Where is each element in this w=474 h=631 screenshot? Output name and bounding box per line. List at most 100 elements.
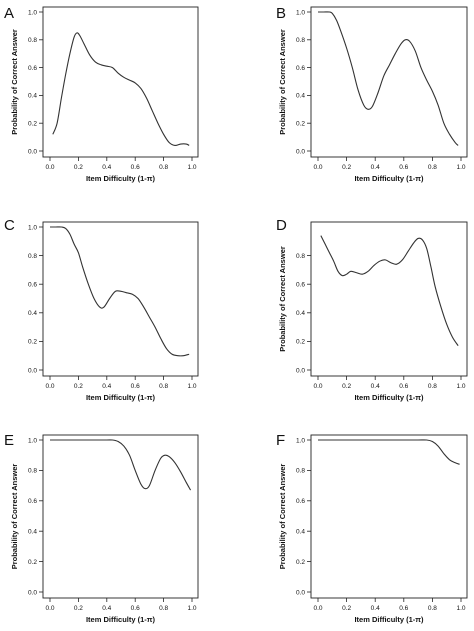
x-tick-label: 0.8 [428,605,437,612]
x-axis-title: Item Difficulty (1-π) [86,615,156,624]
x-tick-label: 0.4 [371,605,380,612]
chart-panel-e: E 0.0 0.2 0.4 0.6 0.8 1.0 0.0 0.2 0.4 0.6 0.8 1.0 Ite… [4,432,199,624]
x-tick-label: 0.0 [45,605,54,612]
chart-panel-d: D 0.0 0.2 0.4 0.6 0.8 1.0 0.0 0.2 0.4 0.6 0.8 Item D… [276,217,468,402]
series-line [52,32,190,147]
x-tick-label: 0.4 [371,383,380,390]
y-tick-label: 0.8 [28,253,37,260]
x-tick-label: 1.0 [456,164,465,171]
plot-frame [42,221,199,377]
y-tick-label: 1.0 [28,224,37,231]
x-tick-label: 0.6 [131,605,140,612]
series-line [318,439,460,465]
panel-label: F [276,432,285,449]
x-tick-label: 0.6 [399,164,408,171]
y-tick-label: 0.2 [296,339,305,346]
plot-frame [42,6,199,158]
chart-panel-f: F 0.0 0.2 0.4 0.6 0.8 1.0 0.0 0.2 0.4 0.6 0.8 1.0 Ite… [276,432,468,624]
y-axis-title: Probability of Correct Answer [10,464,19,570]
x-tick-label: 0.2 [74,164,83,171]
y-tick-label: 0.4 [28,529,37,536]
y-tick-label: 0.4 [28,310,37,317]
x-tick-label: 0.2 [74,383,83,390]
x-tick-label: 0.2 [342,605,351,612]
y-tick-label: 0.0 [296,367,305,374]
x-axis-title: Item Difficulty (1-π) [86,174,156,183]
series-line [317,11,459,146]
x-tick-label: 0.2 [342,383,351,390]
y-tick-label: 1.0 [296,9,305,16]
y-tick-label: 0.4 [296,529,305,536]
plot-frame [42,434,199,599]
y-tick-label: 0.6 [296,65,305,72]
x-tick-label: 0.4 [102,164,111,171]
y-tick-label: 0.4 [296,310,305,317]
y-tick-label: 0.6 [28,282,37,289]
x-axis-title: Item Difficulty (1-π) [86,393,156,402]
x-axis-title: Item Difficulty (1-π) [354,615,424,624]
y-tick-label: 0.6 [28,498,37,505]
y-tick-label: 0.0 [28,148,37,155]
plot-frame [310,434,468,599]
chart-panel-b: B 0.0 0.2 0.4 0.6 0.8 1.0 0.0 0.2 0.4 0.6 0.8 1.0 Ite… [276,5,468,183]
y-tick-label: 0.4 [296,93,305,100]
y-tick-label: 0.6 [296,282,305,289]
y-tick-label: 0.6 [296,498,305,505]
x-tick-label: 0.0 [45,164,54,171]
y-tick-label: 0.2 [28,559,37,566]
panel-label: D [276,217,287,234]
x-tick-label: 0.8 [159,164,168,171]
x-tick-label: 0.0 [313,164,322,171]
x-tick-label: 0.4 [371,164,380,171]
x-tick-label: 1.0 [187,164,196,171]
y-axis-title: Probability of Correct Answer [278,29,287,135]
x-tick-label: 1.0 [456,605,465,612]
y-tick-label: 0.0 [296,589,305,596]
x-tick-label: 0.8 [159,383,168,390]
y-tick-label: 0.2 [296,121,305,128]
series-line [49,226,190,357]
x-tick-label: 1.0 [187,383,196,390]
x-tick-label: 0.2 [342,164,351,171]
y-tick-label: 1.0 [28,9,37,16]
series-line [50,439,192,491]
x-tick-label: 0.0 [313,605,322,612]
y-tick-label: 0.0 [28,589,37,596]
x-tick-label: 0.0 [313,383,322,390]
x-tick-label: 0.8 [159,605,168,612]
x-tick-label: 0.8 [428,383,437,390]
y-tick-label: 0.2 [296,559,305,566]
y-tick-label: 0.8 [296,37,305,44]
x-tick-label: 0.8 [428,164,437,171]
panel-label: C [4,217,15,234]
x-tick-label: 0.2 [74,605,83,612]
y-axis-title: Probability of Correct Answer [10,29,19,135]
x-tick-label: 1.0 [187,605,196,612]
chart-panel-a: A 0.0 0.2 0.4 0.6 0.8 1.0 0.0 0.2 0.4 0.6 0.8 1.0 Ite… [4,5,199,183]
panel-label: E [4,432,14,449]
y-tick-label: 0.8 [296,468,305,475]
x-tick-label: 0.6 [399,383,408,390]
x-tick-label: 0.4 [102,383,111,390]
y-tick-label: 1.0 [28,437,37,444]
y-tick-label: 0.8 [28,37,37,44]
plot-frame [310,221,468,377]
x-tick-label: 0.6 [131,383,140,390]
x-axis-title: Item Difficulty (1-π) [354,174,424,183]
y-tick-label: 0.4 [28,93,37,100]
x-tick-label: 0.0 [45,383,54,390]
x-tick-label: 0.4 [102,605,111,612]
y-axis-title: Probability of Correct Answer [278,464,287,570]
series-line [320,235,459,346]
x-tick-label: 1.0 [456,383,465,390]
y-tick-label: 0.2 [28,121,37,128]
y-tick-label: 0.2 [28,339,37,346]
plot-frame [310,6,468,158]
x-tick-label: 0.6 [399,605,408,612]
x-axis-title: Item Difficulty (1-π) [354,393,424,402]
y-tick-label: 0.0 [28,367,37,374]
chart-panel-c: C 0.0 0.2 0.4 0.6 0.8 1.0 0.0 0.2 0.4 0.6 0.8 1.0 Ite… [4,217,199,402]
y-tick-label: 1.0 [296,437,305,444]
panel-label: B [276,5,286,22]
